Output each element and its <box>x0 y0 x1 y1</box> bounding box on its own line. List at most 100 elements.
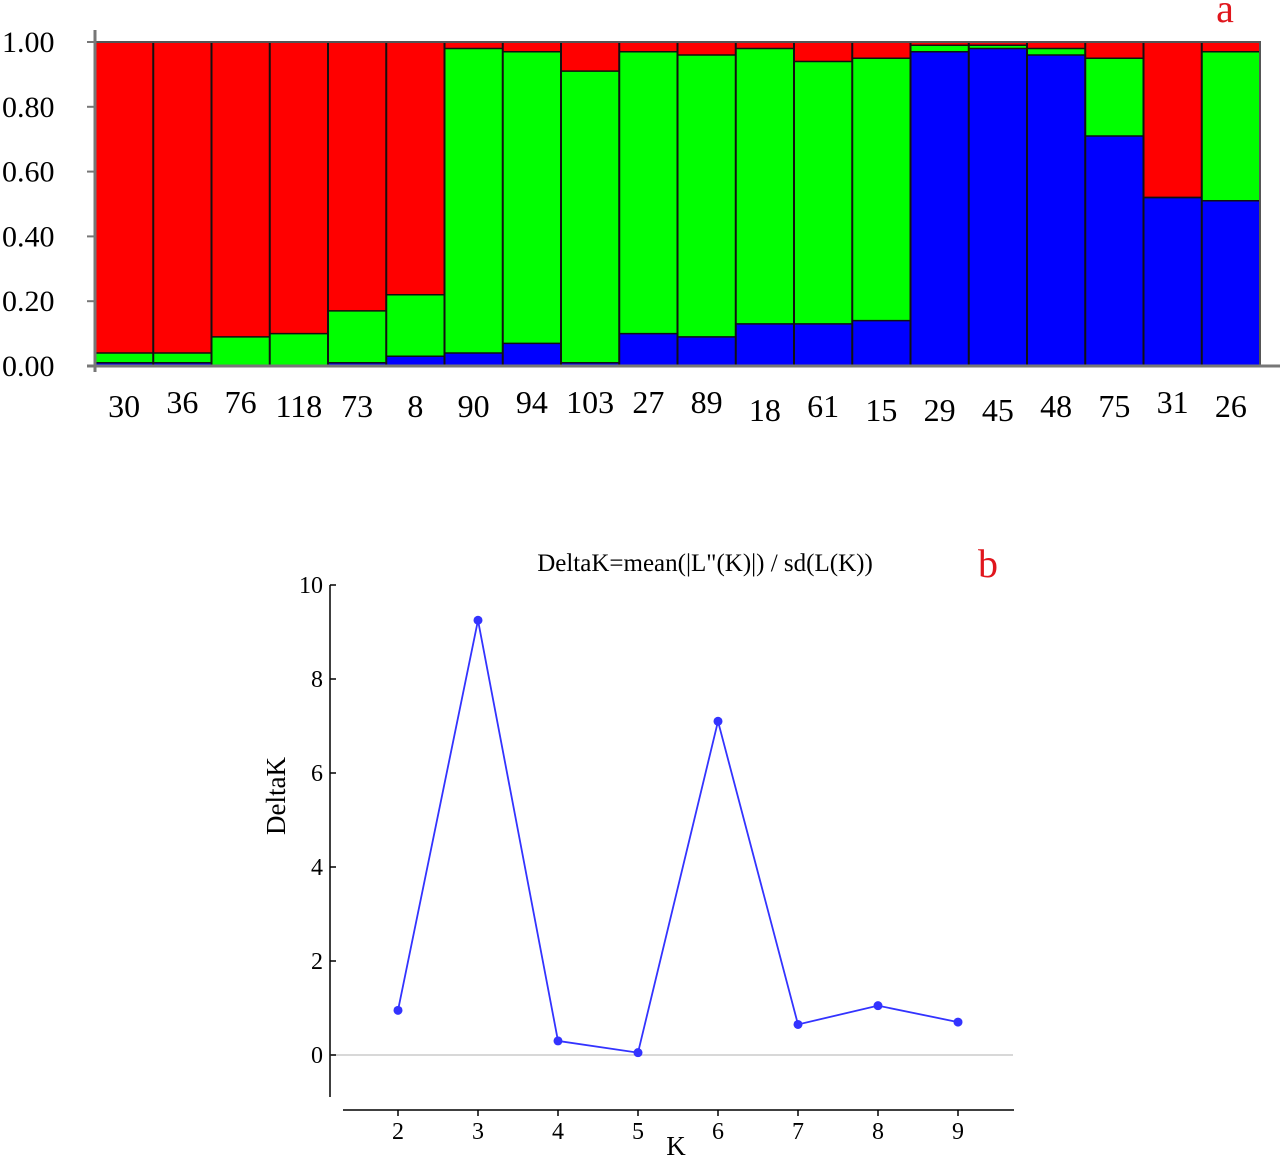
y-tick-label: 0.20 <box>2 285 55 318</box>
bar-segment-red-15 <box>852 42 911 59</box>
y-tick-label: 6 <box>311 761 323 787</box>
bar-segment-red-8 <box>386 42 445 295</box>
x-tick-label: 36 <box>166 384 198 420</box>
x-tick-label: 15 <box>865 392 897 428</box>
x-tick-label: 118 <box>275 388 322 424</box>
y-tick-label: 0.40 <box>2 220 55 253</box>
chart-title: DeltaK=mean(|L"(K)|) / sd(L(K)) <box>537 550 873 577</box>
data-point-k2 <box>393 1005 403 1015</box>
x-tick-label: 2 <box>392 1119 404 1145</box>
bar-segment-blue-8 <box>386 356 445 366</box>
bar-segment-green-76 <box>211 336 270 366</box>
x-tick-label: 4 <box>552 1119 564 1145</box>
stacked-bars <box>94 42 1261 367</box>
data-point-k3 <box>473 615 483 625</box>
x-tick-label: 48 <box>1040 388 1072 424</box>
bar-segment-green-8 <box>386 294 445 357</box>
x-tick-label: 8 <box>407 388 423 424</box>
bar-segment-green-94 <box>502 51 561 344</box>
bar-segment-red-94 <box>502 42 561 52</box>
y-tick-labels: 0.00 0.20 0.40 0.60 0.80 1.00 <box>2 26 95 383</box>
deltak-line-chart: DeltaK=mean(|L"(K)|) / sd(L(K)) b 0 2 4 6 8 1… <box>261 541 1014 1157</box>
x-tick-label: 94 <box>516 384 548 420</box>
bar-segment-green-103 <box>561 71 620 363</box>
bar-segment-blue-31 <box>1143 197 1202 366</box>
data-point-k4 <box>553 1036 563 1046</box>
x-tick-label: 30 <box>108 388 140 424</box>
bar-segment-red-90 <box>444 42 503 49</box>
x-tick-label: 6 <box>712 1119 724 1145</box>
x-tick-label: 7 <box>792 1119 804 1145</box>
x-tick-label: 45 <box>982 392 1014 428</box>
axes <box>87 30 1280 372</box>
x-tick-label: 8 <box>872 1119 884 1145</box>
x-tick-labels: 30 36 76 118 73 8 90 94 103 27 89 18 61 15 29 45 48 75 31 2… <box>108 384 1247 428</box>
bar-segment-blue-27 <box>619 333 678 366</box>
bar-segment-blue-30 <box>95 362 154 366</box>
bar-segment-blue-90 <box>444 353 503 366</box>
bar-segment-green-48 <box>1027 48 1086 55</box>
y-tick-label: 0.60 <box>2 156 55 189</box>
bar-segment-green-45 <box>968 45 1027 49</box>
x-tick-label: 3 <box>472 1119 484 1145</box>
bar-segment-red-36 <box>153 42 212 354</box>
bar-segment-red-89 <box>677 42 736 55</box>
bar-segment-red-103 <box>561 42 620 72</box>
x-axis-label: K <box>666 1131 686 1157</box>
bar-segment-blue-73 <box>328 362 387 366</box>
bar-segment-red-73 <box>328 42 387 311</box>
bar-segment-green-30 <box>95 353 154 363</box>
bar-segment-green-27 <box>619 51 678 334</box>
bar-segment-red-27 <box>619 42 678 52</box>
data-point-k9 <box>953 1017 963 1027</box>
bar-segment-green-61 <box>794 61 853 324</box>
y-tick-label: 10 <box>299 573 323 599</box>
bar-segment-red-31 <box>1143 42 1202 198</box>
bar-segment-green-15 <box>852 58 911 321</box>
bar-segment-red-75 <box>1085 42 1144 59</box>
x-tick-label: 5 <box>632 1119 644 1145</box>
x-tick-label: 103 <box>566 384 614 420</box>
bar-segment-green-89 <box>677 54 736 337</box>
bar-segment-red-29 <box>910 42 969 46</box>
bar-segment-green-75 <box>1085 58 1144 136</box>
bar-segment-red-61 <box>794 42 853 62</box>
bar-segment-blue-36 <box>153 362 212 366</box>
panel-label-b: b <box>978 541 998 586</box>
y-tick-label: 0 <box>311 1043 323 1069</box>
bar-segment-blue-75 <box>1085 135 1144 366</box>
x-tick-label: 27 <box>632 384 664 420</box>
bar-segment-blue-45 <box>968 48 1027 366</box>
y-tick-label: 2 <box>311 949 323 975</box>
bar-segment-blue-18 <box>735 323 794 366</box>
bar-segment-red-76 <box>211 42 270 337</box>
y-tick-label: 0.00 <box>2 350 55 383</box>
data-point-k7 <box>793 1019 803 1029</box>
bar-segment-red-26 <box>1201 42 1260 52</box>
panel-label-a: a <box>1216 0 1234 31</box>
deltak-series <box>393 615 963 1058</box>
x-tick-label: 61 <box>807 388 839 424</box>
bar-segment-green-36 <box>153 353 212 363</box>
x-tick-label: 26 <box>1215 388 1247 424</box>
bar-segment-blue-103 <box>561 362 620 366</box>
x-tick-label: 76 <box>225 384 257 420</box>
data-point-k8 <box>873 1001 883 1011</box>
bar-segment-green-29 <box>910 45 969 52</box>
y-tick-label: 1.00 <box>2 26 55 59</box>
bar-segment-blue-29 <box>910 51 969 366</box>
bar-segment-blue-89 <box>677 336 736 366</box>
y-tick-labels: 0 2 4 6 8 10 <box>299 573 336 1069</box>
x-tick-labels: 2 3 4 5 6 7 8 9 <box>392 1110 964 1145</box>
structure-bar-chart: 0.00 0.20 0.40 0.60 0.80 1.00 30 36 76 118 73 8 90 9… <box>2 0 1280 428</box>
deltak-line <box>397 620 959 1054</box>
x-tick-label: 29 <box>924 392 956 428</box>
bar-segment-red-118 <box>269 42 328 334</box>
x-tick-label: 18 <box>749 392 781 428</box>
data-point-k6 <box>713 716 723 726</box>
bar-segment-red-45 <box>968 42 1027 46</box>
bar-segment-green-18 <box>735 48 794 324</box>
bar-segment-red-48 <box>1027 42 1086 49</box>
x-tick-label: 75 <box>1098 388 1130 424</box>
